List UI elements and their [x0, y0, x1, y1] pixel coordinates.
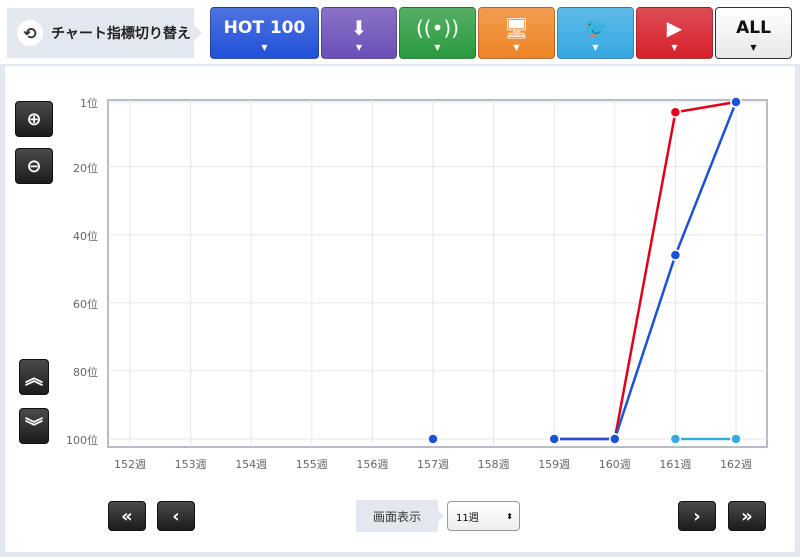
y-tick-label: 20位	[73, 161, 98, 175]
tab-label: ALL	[736, 17, 771, 38]
dropdown-arrow-icon: ▼	[355, 42, 363, 52]
x-tick-label: 157週	[417, 458, 449, 471]
zoom-in-icon: ⊕	[26, 108, 42, 130]
tab-sales[interactable]: 🖥 ▼	[478, 7, 555, 59]
chart-switch-label: ⟲ チャート指標切り替え	[7, 8, 202, 58]
dropdown-arrow-icon: ▼	[261, 42, 268, 52]
series-line-youtube	[675, 100, 737, 114]
tab-download[interactable]: ⬇ ▼	[321, 7, 397, 59]
tab-hot100[interactable]: HOT 100 ▼	[210, 7, 319, 59]
x-tick-label: 154週	[235, 458, 268, 471]
zoom-out-button[interactable]: ⊖	[15, 148, 53, 184]
dropdown-arrow-icon: ▼	[434, 42, 441, 52]
select-arrows-icon: ⬍	[506, 511, 513, 521]
y-tick-label: 100位	[66, 434, 98, 447]
zoom-in-button[interactable]: ⊕	[15, 101, 53, 137]
x-tick-label: 153週	[174, 458, 207, 471]
dropdown-arrow-icon: ▼	[592, 42, 599, 52]
x-tick-label: 159週	[538, 458, 571, 471]
download-stream-icon: ⬇	[350, 15, 368, 40]
first-page-button[interactable]: «	[108, 501, 146, 531]
x-tick-label: 158週	[477, 458, 510, 471]
tab-all[interactable]: ALL ▼	[715, 7, 792, 59]
prev-page-button[interactable]: ‹	[157, 501, 195, 531]
series-line-youtube	[613, 111, 677, 440]
series-line-hot100	[674, 101, 738, 256]
x-tick-label: 160週	[598, 458, 631, 471]
pc-disc-icon: 🖥	[503, 15, 530, 40]
tab-label: HOT 100	[223, 17, 306, 38]
x-tick-label: 155週	[295, 458, 328, 471]
data-point-twitter	[669, 433, 682, 445]
data-point-hot100	[548, 433, 560, 445]
youtube-icon: ▶	[666, 15, 683, 40]
y-tick-label: 40位	[73, 229, 98, 243]
double-chevron-down-icon: ︾	[25, 417, 43, 438]
x-tick-label: 161週	[659, 458, 692, 471]
weeks-select[interactable]: 11週 ⬍	[447, 501, 520, 531]
dropdown-arrow-icon: ▼	[750, 42, 757, 52]
tab-youtube[interactable]: ▶ ▼	[636, 7, 713, 59]
dropdown-arrow-icon: ▼	[671, 42, 678, 52]
data-point-hot100	[730, 96, 742, 108]
data-point-youtube	[669, 106, 682, 118]
y-tick-label: 80位	[73, 365, 98, 379]
data-point-hot100	[669, 249, 682, 261]
next-page-button[interactable]: ›	[678, 501, 716, 531]
scroll-down-button[interactable]: ︾	[19, 408, 49, 444]
x-tick-label: 162週	[720, 458, 752, 471]
data-point-hot100	[609, 433, 621, 445]
zoom-out-icon: ⊖	[26, 155, 42, 177]
twitter-icon: 🐦	[583, 15, 608, 40]
chart-switch-bar: ⟲ チャート指標切り替え HOT 100 ▼ ⬇ ▼ ((•)) ▼ 🖥 ▼ 🐦 ▼ ▶ ▼ ALL ▼	[0, 0, 800, 64]
x-tick-label: 156週	[356, 458, 389, 471]
x-tick-label: 152週	[114, 458, 146, 471]
data-point-twitter	[730, 433, 742, 445]
plot-area	[107, 99, 768, 448]
tab-twitter[interactable]: 🐦 ▼	[557, 7, 634, 59]
view-label: 画面表示	[356, 500, 444, 532]
data-point-hot100	[427, 433, 439, 445]
dropdown-arrow-icon: ▼	[513, 42, 520, 52]
series-line-hot100	[613, 254, 677, 440]
y-tick-label: 1位	[80, 97, 98, 110]
scroll-up-button[interactable]: ︽	[19, 359, 49, 395]
double-chevron-up-icon: ︽	[25, 368, 43, 389]
last-page-button[interactable]: »	[728, 501, 766, 531]
refresh-icon: ⟲	[17, 20, 43, 46]
radio-antenna-icon: ((•))	[415, 15, 459, 40]
y-tick-label: 60位	[73, 297, 98, 311]
tab-radio[interactable]: ((•)) ▼	[399, 7, 476, 59]
